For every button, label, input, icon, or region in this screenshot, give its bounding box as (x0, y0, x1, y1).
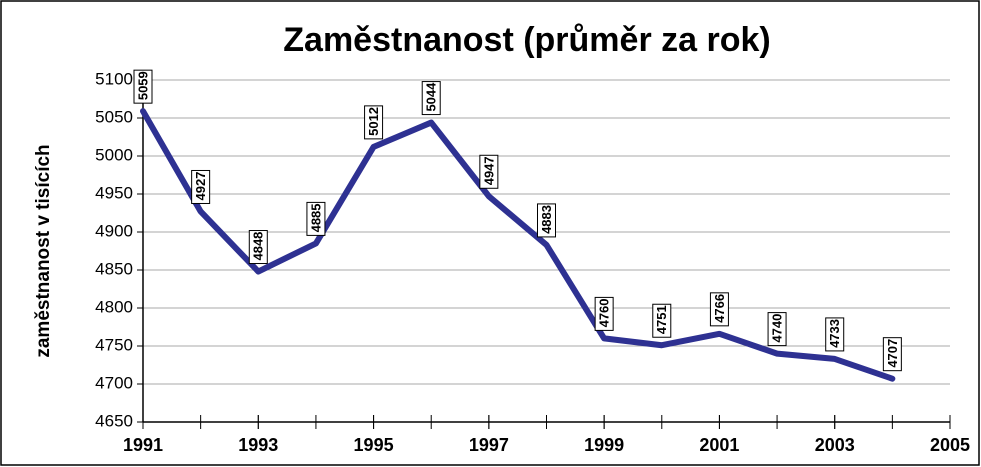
data-label: 4707 (882, 337, 902, 372)
data-label: 4885 (306, 201, 326, 236)
data-label-box (191, 169, 211, 204)
x-tick-label: 1999 (584, 435, 624, 455)
data-label: 5059 (133, 69, 153, 104)
y-tick-label: 4900 (95, 221, 133, 240)
y-tick-label: 5100 (95, 69, 133, 88)
data-label-box (537, 203, 556, 238)
data-label-box (421, 81, 441, 116)
data-label-text: 4766 (712, 294, 727, 323)
y-axis-label: zaměstnanost v tisících (33, 144, 54, 357)
data-label-text: 4883 (539, 205, 554, 234)
data-label-box (882, 337, 902, 372)
x-tick-label: 1997 (469, 435, 509, 455)
data-label-box (306, 201, 326, 236)
data-label-text: 4947 (481, 156, 496, 185)
data-label-box (594, 296, 614, 331)
data-label: 4751 (652, 303, 672, 338)
data-label-box (364, 105, 384, 140)
data-label-text: 4927 (193, 172, 208, 201)
data-label-box (709, 292, 729, 327)
data-label-box (479, 154, 499, 189)
y-tick-label: 4950 (95, 183, 133, 202)
data-label: 5044 (421, 81, 441, 116)
data-label: 4733 (825, 317, 845, 352)
y-tick-label: 4800 (95, 297, 133, 316)
y-tick-label: 4700 (95, 373, 133, 392)
data-label-text: 5044 (424, 82, 439, 112)
y-tick-label: 4850 (95, 259, 133, 278)
x-tick-label: 1995 (354, 435, 394, 455)
data-label: 5012 (364, 105, 384, 140)
chart-title: Zaměstnanost (průměr za rok) (283, 21, 770, 59)
data-label-text: 5012 (366, 107, 381, 136)
data-label-box (133, 69, 153, 104)
data-label-box (248, 230, 268, 265)
data-label-text: 4760 (597, 298, 612, 327)
data-label: 4766 (709, 292, 729, 327)
x-tick-label: 1993 (238, 435, 278, 455)
data-label: 4927 (191, 169, 211, 204)
data-label: 4848 (248, 230, 268, 265)
data-label-box (767, 312, 787, 347)
data-label-box (825, 317, 845, 352)
y-tick-label: 4750 (95, 335, 133, 354)
data-label-text: 4751 (654, 305, 669, 334)
data-label: 4883 (537, 203, 556, 238)
x-tick-label: 2001 (699, 435, 739, 455)
x-tick-label: 1991 (123, 435, 163, 455)
data-label: 4760 (594, 296, 614, 331)
data-label: 4947 (479, 154, 499, 189)
y-tick-label: 5050 (95, 107, 133, 126)
y-tick-label: 5000 (95, 145, 133, 164)
y-tick-label: 4650 (95, 411, 133, 430)
data-label-text: 4740 (770, 314, 785, 343)
data-label-text: 4733 (827, 319, 842, 348)
data-label-text: 4885 (308, 203, 323, 232)
data-label-text: 4707 (885, 339, 900, 368)
data-label-text: 5059 (135, 71, 150, 100)
x-tick-label: 2003 (815, 435, 855, 455)
data-line (140, 108, 896, 382)
x-tick-label: 2005 (930, 435, 970, 455)
data-label: 4740 (767, 312, 787, 347)
data-label-text: 4848 (251, 232, 266, 261)
data-label-box (652, 303, 672, 338)
